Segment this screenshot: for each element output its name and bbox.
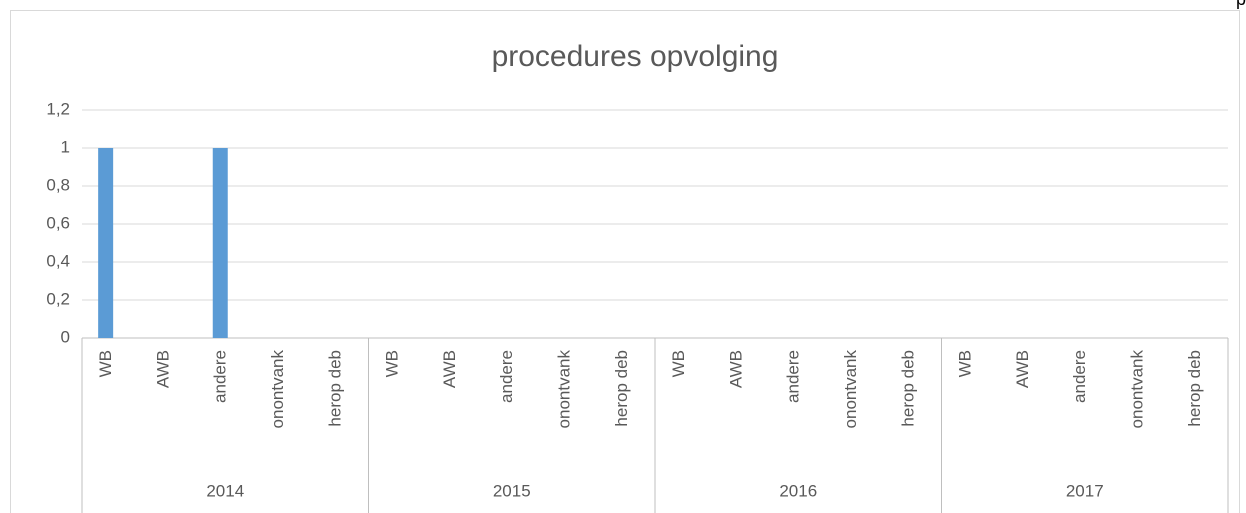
x-tick-label: AWB [440, 350, 459, 388]
x-tick-label: herop deb [612, 350, 631, 427]
x-tick-label: AWB [153, 350, 172, 388]
x-tick-label: WB [956, 350, 975, 377]
x-tick-label: WB [96, 350, 115, 377]
y-tick-label: 0,4 [46, 251, 70, 270]
group-label: 2017 [1066, 481, 1104, 500]
group-label: 2016 [779, 481, 817, 500]
x-tick-label: herop deb [898, 350, 917, 427]
y-tick-label: 1,2 [46, 99, 70, 118]
x-tick-label: WB [383, 350, 402, 377]
y-tick-label: 0,2 [46, 289, 70, 308]
x-tick-label: WB [669, 350, 688, 377]
bar [98, 148, 114, 338]
x-tick-label: herop deb [325, 350, 344, 427]
x-tick-label: onontvank [841, 350, 860, 429]
x-tick-label: andere [497, 350, 516, 403]
x-tick-label: onontvank [555, 350, 574, 429]
x-tick-label: onontvank [268, 350, 287, 429]
x-tick-label: andere [784, 350, 803, 403]
x-tick-label: herop deb [1185, 350, 1204, 427]
y-tick-label: 1 [61, 137, 70, 156]
x-tick-label: AWB [726, 350, 745, 388]
group-label: 2015 [493, 481, 531, 500]
y-tick-label: 0,6 [46, 213, 70, 232]
x-tick-label: andere [1070, 350, 1089, 403]
chart-title: procedures opvolging [492, 40, 779, 73]
x-tick-label: onontvank [1128, 350, 1147, 429]
group-label: 2014 [206, 481, 244, 500]
bar [212, 148, 228, 338]
y-tick-label: 0,8 [46, 175, 70, 194]
y-tick-label: 0 [61, 327, 70, 346]
corner-text: p [1236, 0, 1246, 9]
x-tick-label: AWB [1013, 350, 1032, 388]
x-tick-label: andere [211, 350, 230, 403]
